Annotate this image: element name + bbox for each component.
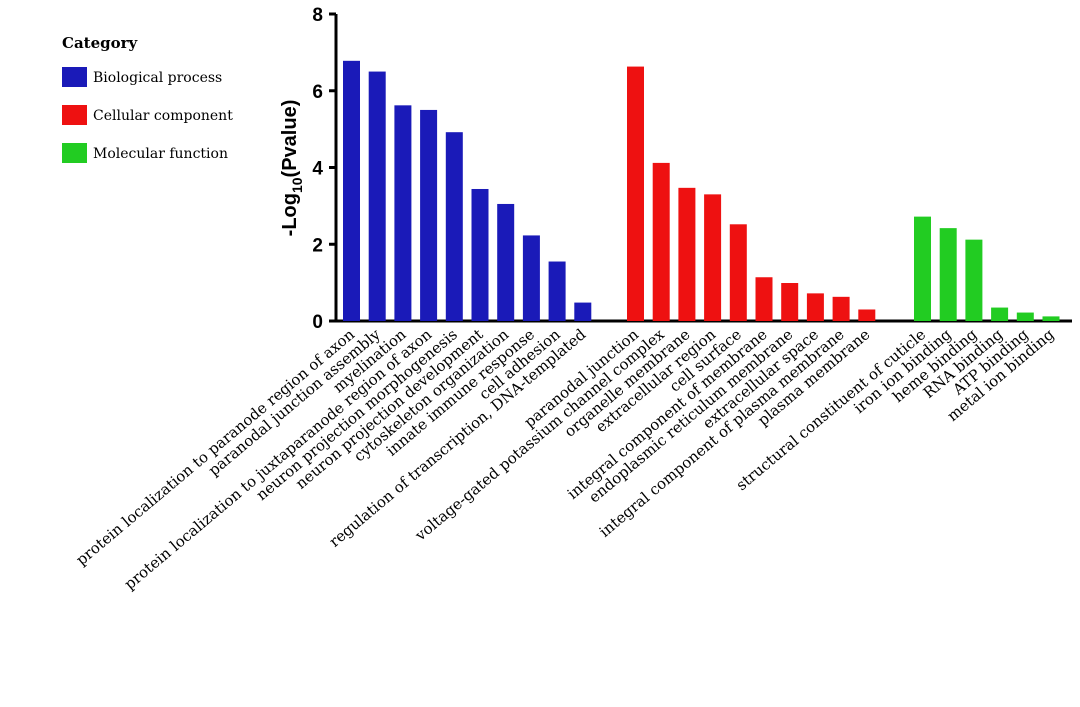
bar <box>394 105 412 322</box>
bar <box>548 261 566 321</box>
bar <box>858 309 876 321</box>
bar <box>445 132 463 321</box>
legend-swatch-molecular-function <box>62 143 87 163</box>
bar <box>965 239 983 321</box>
legend: Category Biological process Cellular com… <box>62 34 233 163</box>
bar <box>729 224 747 321</box>
bar <box>1042 316 1060 321</box>
y-axis-title-prefix: -Log <box>279 193 301 236</box>
y-tick-label: 2 <box>312 235 323 256</box>
bars <box>343 60 1060 322</box>
legend-swatch-biological-process <box>62 67 87 87</box>
x-tick-label: protein localization to juxtaparanode re… <box>121 325 436 593</box>
bar <box>939 228 957 321</box>
bar <box>497 203 515 321</box>
legend-label-cellular-component: Cellular component <box>93 108 233 124</box>
y-tick-label: 6 <box>312 82 323 103</box>
legend-label-biological-process: Biological process <box>93 70 222 86</box>
x-tick-labels: protein localization to paranode region … <box>73 325 1058 593</box>
bar <box>914 216 931 321</box>
legend-label-molecular-function: Molecular function <box>93 146 228 162</box>
bar <box>652 162 670 321</box>
bar <box>678 187 696 321</box>
legend-swatch-cellular-component <box>62 105 87 125</box>
bar <box>522 235 540 321</box>
bar <box>832 296 850 321</box>
bar <box>368 71 386 321</box>
bar <box>420 109 438 321</box>
bar <box>471 188 489 321</box>
bar <box>343 60 360 321</box>
bar <box>755 277 773 321</box>
y-tick-label: 8 <box>312 5 323 26</box>
y-axis-title-subscript: 10 <box>289 177 305 193</box>
bar <box>1016 312 1034 321</box>
y-axis-title: -Log10(Pvalue) <box>279 100 305 237</box>
y-ticks: 0 2 4 6 8 <box>312 5 336 333</box>
bar <box>704 194 722 321</box>
y-tick-label: 4 <box>312 159 323 180</box>
bar <box>991 307 1009 321</box>
y-tick-label: 0 <box>312 312 323 333</box>
bar <box>806 293 824 321</box>
bar <box>627 66 644 321</box>
legend-title: Category <box>62 34 139 52</box>
y-axis-title-suffix: (Pvalue) <box>279 100 301 178</box>
bar <box>781 283 799 321</box>
bar <box>574 302 592 321</box>
